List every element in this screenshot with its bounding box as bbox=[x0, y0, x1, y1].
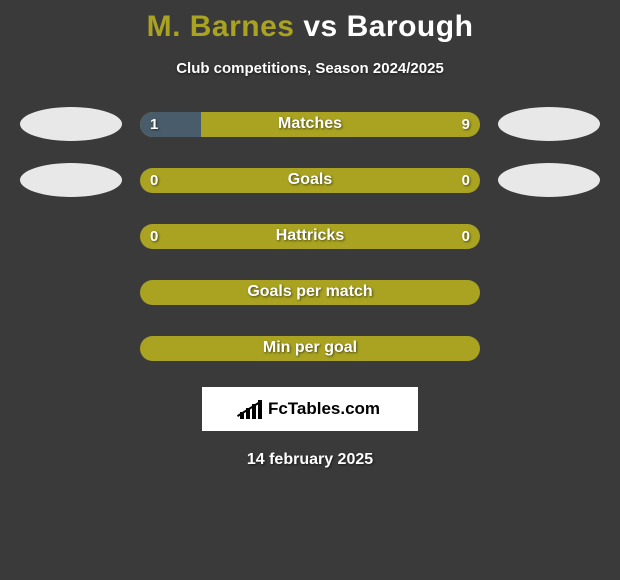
stat-label: Min per goal bbox=[140, 336, 480, 361]
fctables-logo: FcTables.com bbox=[202, 387, 418, 431]
stat-bar: 0Hattricks0 bbox=[140, 224, 480, 249]
stat-bar: 1Matches9 bbox=[140, 112, 480, 137]
stat-bar: 0Goals0 bbox=[140, 168, 480, 193]
stat-row: 0Goals0 bbox=[0, 163, 620, 197]
stat-value-right: 0 bbox=[452, 168, 480, 193]
subtitle: Club competitions, Season 2024/2025 bbox=[0, 60, 620, 77]
vs-text: vs bbox=[303, 10, 337, 43]
logo-chart-icon bbox=[240, 399, 262, 419]
stat-label: Goals per match bbox=[140, 280, 480, 305]
stat-label: Goals bbox=[140, 168, 480, 193]
stat-rows: 1Matches90Goals00Hattricks0Goals per mat… bbox=[0, 107, 620, 365]
stat-row: Min per goal bbox=[0, 331, 620, 365]
player-a-name: M. Barnes bbox=[147, 10, 295, 43]
comparison-title: M. Barnes vs Barough bbox=[0, 0, 620, 44]
stat-row: 1Matches9 bbox=[0, 107, 620, 141]
date-text: 14 february 2025 bbox=[0, 451, 620, 469]
stat-label: Hattricks bbox=[140, 224, 480, 249]
stat-row: Goals per match bbox=[0, 275, 620, 309]
stat-bar: Min per goal bbox=[140, 336, 480, 361]
player-b-badge bbox=[498, 163, 600, 197]
logo-text: FcTables.com bbox=[268, 399, 380, 419]
player-a-badge bbox=[20, 163, 122, 197]
player-b-badge bbox=[498, 107, 600, 141]
player-a-badge bbox=[20, 107, 122, 141]
stat-label: Matches bbox=[140, 112, 480, 137]
stat-value-right: 0 bbox=[452, 224, 480, 249]
player-b-name: Barough bbox=[347, 10, 474, 43]
stat-row: 0Hattricks0 bbox=[0, 219, 620, 253]
stat-value-right: 9 bbox=[452, 112, 480, 137]
stat-bar: Goals per match bbox=[140, 280, 480, 305]
